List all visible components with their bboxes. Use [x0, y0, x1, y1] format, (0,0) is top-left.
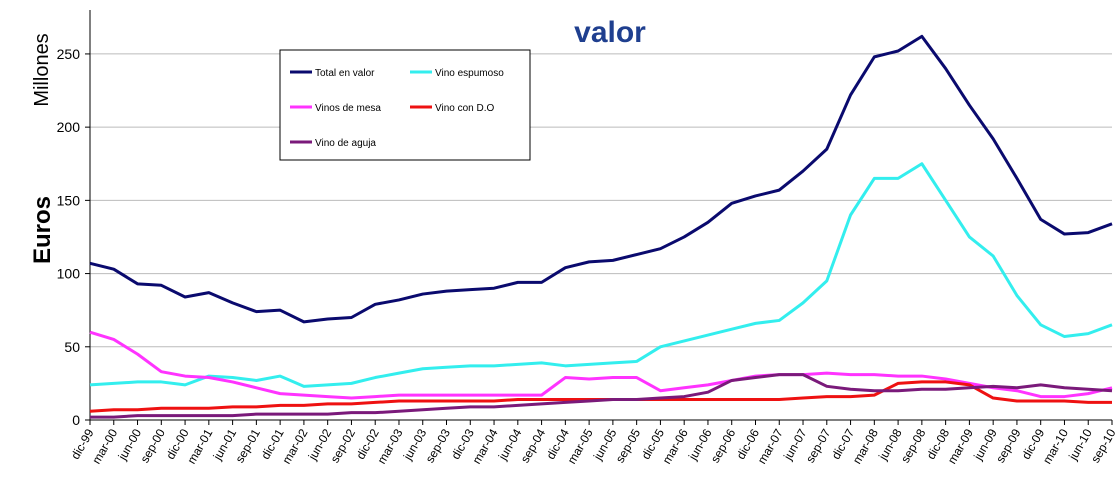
series-line	[89, 380, 1112, 413]
x-tick-label: sep-08	[898, 426, 929, 465]
series-line	[90, 373, 1113, 419]
legend-label: Vinos de mesa	[315, 103, 381, 114]
series-line	[89, 162, 1113, 388]
x-tick-label: sep-02	[328, 426, 359, 465]
x-tick-label: sep-06	[708, 426, 739, 465]
legend-label: Vino espumoso	[435, 68, 504, 79]
x-tick-label: sep-05	[613, 426, 644, 465]
x-tick-label: sep-01	[232, 426, 263, 465]
x-tick-label: sep-09	[993, 426, 1024, 465]
y-tick-label: 50	[64, 339, 80, 355]
y-tick-label: 150	[57, 192, 81, 208]
x-tick-label: sep-00	[137, 426, 168, 465]
x-tick-label: sep-07	[803, 426, 834, 465]
legend-label: Vino con D.O	[435, 103, 495, 114]
series-line	[89, 34, 1113, 324]
y-axis-label: Euros	[29, 196, 56, 264]
y-tick-label: 200	[57, 119, 81, 135]
series-line	[89, 330, 1113, 400]
y-tick-label: 250	[57, 46, 81, 62]
chart-title: valor	[574, 16, 646, 49]
y-axis-label-top: Millones	[31, 33, 53, 106]
legend-label: Total en valor	[315, 68, 375, 79]
legend-label: Vino de aguja	[315, 138, 376, 149]
y-tick-label: 100	[57, 266, 81, 282]
y-tick-label: 0	[72, 412, 80, 428]
x-tick-label: sep-03	[423, 426, 454, 465]
legend-box	[279, 49, 531, 161]
x-tick-label: sep-04	[518, 426, 549, 465]
